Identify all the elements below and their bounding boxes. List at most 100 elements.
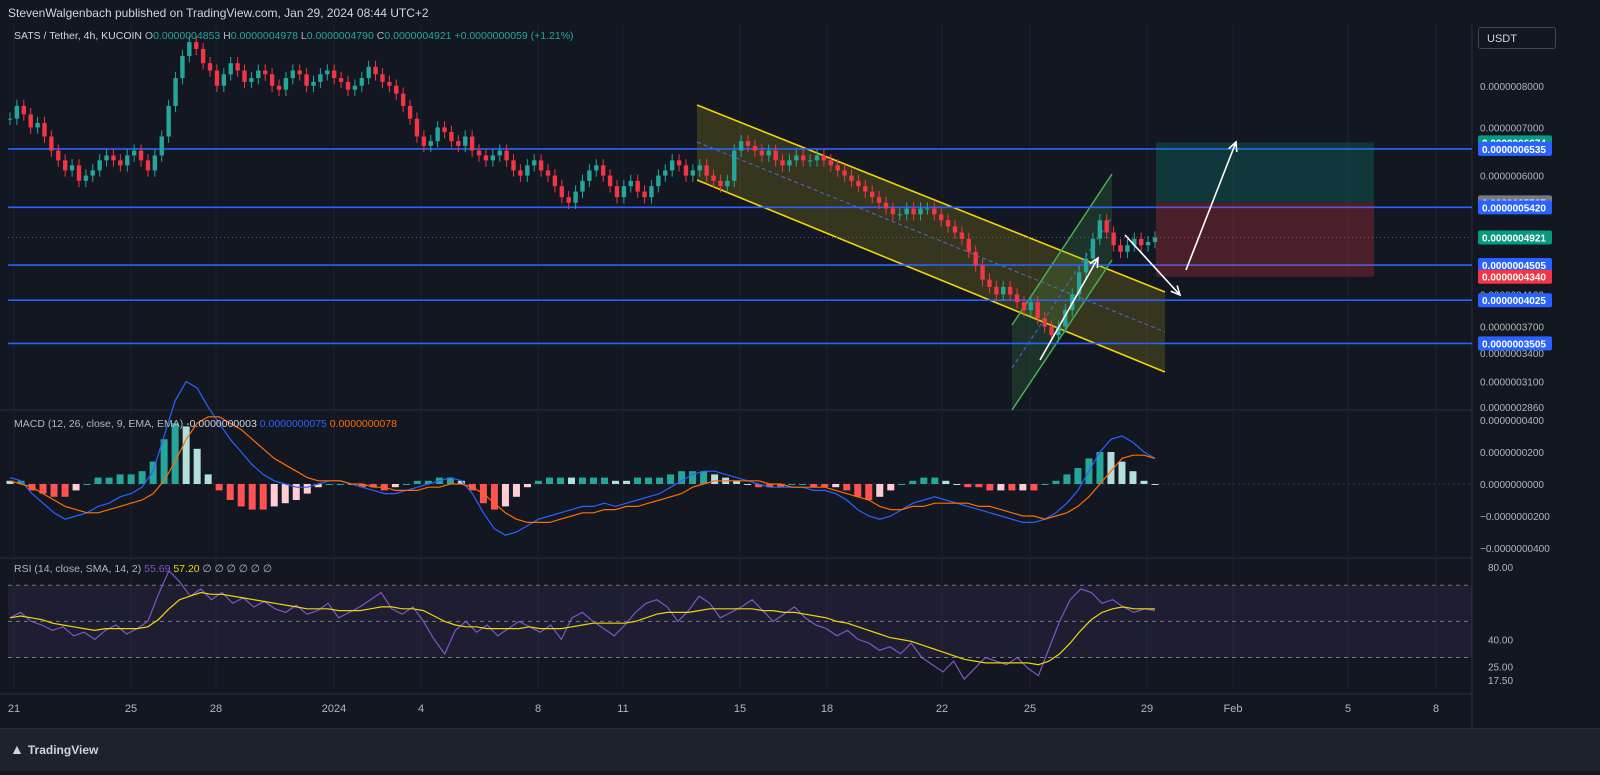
macd-hist-bar bbox=[457, 480, 465, 484]
candle-body bbox=[290, 70, 296, 79]
candle-body bbox=[828, 160, 834, 166]
rsi-title[interactable]: RSI (14, close, SMA, 14, 2) bbox=[14, 563, 142, 575]
candle-body bbox=[118, 160, 123, 166]
candle-body bbox=[111, 155, 116, 161]
macd-hist-bar bbox=[281, 484, 289, 504]
macd-hist-bar bbox=[1041, 484, 1049, 485]
macd-legend: MACD (12, 26, close, 9, EMA, EMA) -0.000… bbox=[14, 418, 397, 430]
time-tick-label: 2024 bbox=[322, 703, 346, 715]
candle-body bbox=[297, 70, 302, 75]
macd-tick-label: −0.0000000200 bbox=[1480, 512, 1550, 523]
macd-hist-bar bbox=[689, 471, 697, 484]
macd-hist-bar bbox=[325, 484, 333, 485]
candle-body bbox=[166, 105, 171, 137]
price-label: 0.0000004025 bbox=[1482, 296, 1546, 307]
macd-hist-bar bbox=[171, 423, 179, 484]
macd-signal-value: 0.0000000078 bbox=[329, 418, 397, 430]
symbol-label[interactable]: SATS / Tether, 4h, KUCOIN bbox=[14, 30, 142, 42]
macd-hist-bar bbox=[667, 474, 675, 484]
candle-body bbox=[856, 180, 861, 187]
macd-title[interactable]: MACD (12, 26, close, 9, EMA, EMA) bbox=[14, 418, 184, 430]
rsi-tick-label: 40.00 bbox=[1488, 635, 1513, 646]
time-tick-label: 8 bbox=[1433, 703, 1439, 715]
publish-bar: StevenWalgenbach published on TradingVie… bbox=[0, 0, 1600, 24]
candle-body bbox=[90, 170, 95, 176]
candle-body bbox=[511, 160, 516, 171]
change-value: +0.0000000059 (+1.21%) bbox=[454, 30, 574, 42]
candle-body bbox=[104, 155, 109, 161]
candle-body bbox=[456, 141, 461, 146]
candle-body bbox=[552, 175, 558, 187]
candle-body bbox=[711, 175, 716, 181]
candle-body bbox=[1076, 272, 1082, 295]
position-tool[interactable] bbox=[1156, 142, 1374, 277]
candle-body bbox=[573, 191, 578, 203]
macd-hist-bar bbox=[501, 484, 509, 507]
price-label: 0.0000004505 bbox=[1482, 261, 1546, 272]
candle-body bbox=[821, 155, 827, 161]
low-label: L bbox=[300, 30, 307, 42]
macd-hist-bar bbox=[997, 484, 1005, 491]
candle-body bbox=[428, 141, 433, 146]
candle-body bbox=[463, 136, 468, 146]
macd-hist-bar bbox=[160, 439, 168, 484]
time-tick-label: 22 bbox=[936, 703, 948, 715]
candle-body bbox=[945, 220, 951, 227]
macd-hist-bar bbox=[369, 484, 377, 488]
candle-body bbox=[331, 70, 337, 79]
candle-body bbox=[69, 165, 75, 171]
candle-body bbox=[994, 286, 999, 295]
candle-body bbox=[697, 165, 702, 171]
macd-hist-bar bbox=[931, 477, 939, 484]
macd-hist-bar bbox=[72, 484, 80, 491]
candle-body bbox=[504, 150, 509, 161]
macd-hist-bar bbox=[942, 480, 950, 484]
candle-body bbox=[269, 74, 275, 86]
candle-body bbox=[414, 118, 420, 137]
candle-body bbox=[256, 70, 261, 79]
macd-hist-bar bbox=[700, 471, 708, 484]
candle-body bbox=[732, 150, 737, 181]
rsi-ma-line bbox=[9, 591, 1155, 666]
candle-body bbox=[1042, 318, 1047, 327]
macd-hist-bar bbox=[1052, 480, 1060, 484]
candle-body bbox=[663, 170, 668, 176]
macd-hist-bar bbox=[1096, 452, 1104, 484]
candle-body bbox=[656, 175, 661, 187]
rsi-value: 55.69 bbox=[144, 563, 171, 575]
candle-body bbox=[235, 63, 240, 71]
macd-hist-bar bbox=[711, 474, 719, 484]
candle-body bbox=[745, 141, 751, 146]
macd-hist-bar bbox=[336, 484, 344, 485]
high-value: 0.0000004978 bbox=[230, 30, 298, 42]
rsi-line bbox=[9, 569, 1156, 681]
macd-hist-bar bbox=[1151, 484, 1159, 485]
candle-body bbox=[304, 74, 309, 86]
candle-body bbox=[1097, 220, 1103, 239]
time-tick-label: 25 bbox=[125, 703, 137, 715]
macd-hist-bar bbox=[226, 484, 234, 500]
macd-hist-bar bbox=[149, 461, 157, 484]
candle-body bbox=[228, 63, 233, 75]
candle-body bbox=[642, 191, 647, 198]
price-label: 0.0000006535 bbox=[1482, 145, 1546, 156]
rsi-tick-label: 25.00 bbox=[1488, 663, 1513, 674]
close-value: 0.0000004921 bbox=[384, 30, 452, 42]
candle-body bbox=[801, 155, 806, 161]
candle-body bbox=[649, 186, 654, 198]
brand[interactable]: ▲ TradingView bbox=[10, 741, 98, 757]
price-label-bg bbox=[1478, 200, 1552, 215]
candle-body bbox=[883, 202, 889, 209]
grid-lines bbox=[0, 24, 1473, 728]
descending-channel-fill bbox=[697, 105, 1165, 372]
price-tick-label: 0.0000008000 bbox=[1480, 82, 1544, 93]
currency-selector[interactable]: USDT bbox=[1478, 27, 1556, 49]
macd-hist-bar bbox=[512, 484, 520, 497]
candle-body bbox=[263, 70, 268, 75]
candle-body bbox=[373, 66, 378, 75]
candle-body bbox=[566, 197, 571, 203]
candle-body bbox=[221, 74, 227, 86]
candle-body bbox=[966, 238, 971, 252]
macd-hist-bar bbox=[127, 474, 135, 484]
candle-body bbox=[718, 180, 723, 187]
